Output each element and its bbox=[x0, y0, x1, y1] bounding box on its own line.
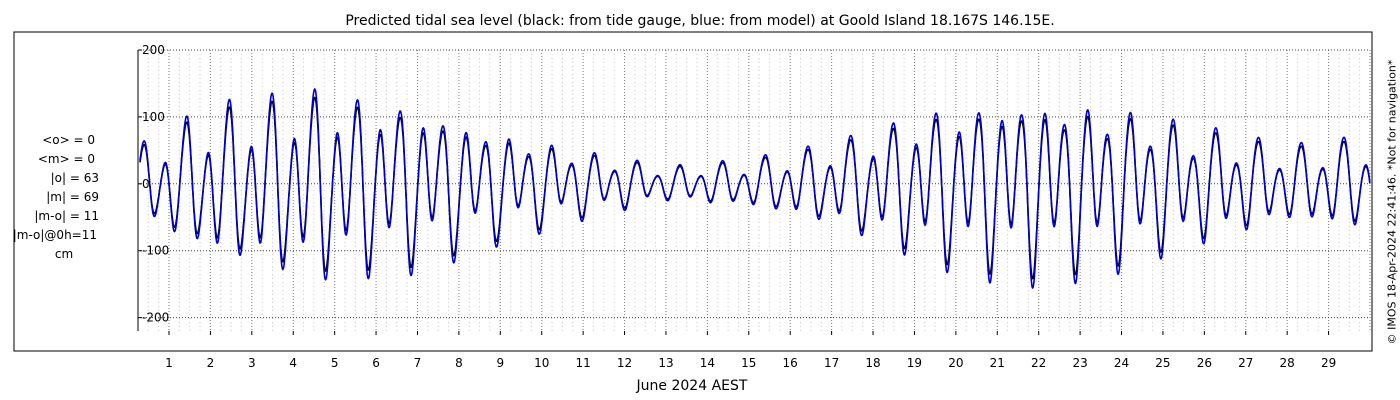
x-tick-label: 14 bbox=[700, 356, 715, 370]
stat-mean-model: <m> = 0 bbox=[38, 152, 95, 166]
x-tick-label: 15 bbox=[741, 356, 756, 370]
x-tick-label: 9 bbox=[496, 356, 504, 370]
x-tick-label: 7 bbox=[414, 356, 422, 370]
x-tick-label: 24 bbox=[1114, 356, 1129, 370]
x-axis-label: June 2024 AEST bbox=[636, 378, 748, 394]
x-tick-label: 11 bbox=[575, 356, 590, 370]
stats-panel: <o> = 0 <m> = 0 |o| = 63 |m| = 69 |m-o| … bbox=[13, 133, 99, 261]
x-tick-label: 19 bbox=[907, 356, 922, 370]
x-tick-label: 5 bbox=[331, 356, 339, 370]
x-tick-label: 20 bbox=[948, 356, 963, 370]
x-tick-label: 10 bbox=[534, 356, 549, 370]
y-tick-label: -200 bbox=[142, 311, 169, 325]
y-tick-label: 100 bbox=[142, 110, 165, 124]
x-tick-label: 17 bbox=[824, 356, 839, 370]
x-tick-label: 26 bbox=[1197, 356, 1212, 370]
x-tick-label: 13 bbox=[658, 356, 673, 370]
chart-title: Predicted tidal sea level (black: from t… bbox=[345, 13, 1054, 29]
series-line-model bbox=[139, 88, 1371, 289]
x-tick-label: 22 bbox=[1031, 356, 1046, 370]
series-layer bbox=[139, 88, 1371, 289]
x-tick-label: 29 bbox=[1321, 356, 1336, 370]
stat-unit: cm bbox=[55, 247, 73, 261]
credit-text: © IMOS 18-Apr-2024 22:41:46. *Not for na… bbox=[1386, 59, 1399, 344]
x-tick-label: 23 bbox=[1072, 356, 1087, 370]
stat-abs-diff: |m-o| = 11 bbox=[34, 209, 99, 223]
stat-mean-obs: <o> = 0 bbox=[42, 133, 95, 147]
x-tick-label: 25 bbox=[1155, 356, 1170, 370]
x-tick-label: 18 bbox=[865, 356, 880, 370]
y-tick-label: -100 bbox=[142, 244, 169, 258]
x-tick-label: 28 bbox=[1280, 356, 1295, 370]
stat-abs-model: |m| = 69 bbox=[46, 190, 99, 204]
stat-abs-obs: |o| = 63 bbox=[51, 171, 99, 185]
x-tick-label: 8 bbox=[455, 356, 463, 370]
x-tick-label: 16 bbox=[783, 356, 798, 370]
stat-abs-diff-0h: |m-o|@0h=11 bbox=[13, 228, 97, 242]
x-tick-label: 1 bbox=[165, 356, 173, 370]
series-line-gauge bbox=[139, 96, 1371, 280]
x-axis: 1 2 3 4 5 6 7 8 9 10 11 12 13 14 15 16 17 18 19 20 21 22 23 24 2… bbox=[165, 331, 1336, 370]
x-tick-label: 3 bbox=[248, 356, 256, 370]
y-grid bbox=[140, 49, 1370, 319]
y-tick-label: 0 bbox=[142, 177, 150, 191]
x-tick-label: 12 bbox=[617, 356, 632, 370]
x-tick-label: 27 bbox=[1238, 356, 1253, 370]
x-tick-label: 6 bbox=[372, 356, 380, 370]
y-axis: 200 100 0 -100 -200 bbox=[138, 43, 169, 325]
plot-frame bbox=[13, 31, 1373, 352]
x-tick-label: 4 bbox=[289, 356, 297, 370]
x-tick-label: 2 bbox=[207, 356, 215, 370]
y-tick-label: 200 bbox=[142, 43, 165, 57]
x-tick-label: 21 bbox=[990, 356, 1005, 370]
